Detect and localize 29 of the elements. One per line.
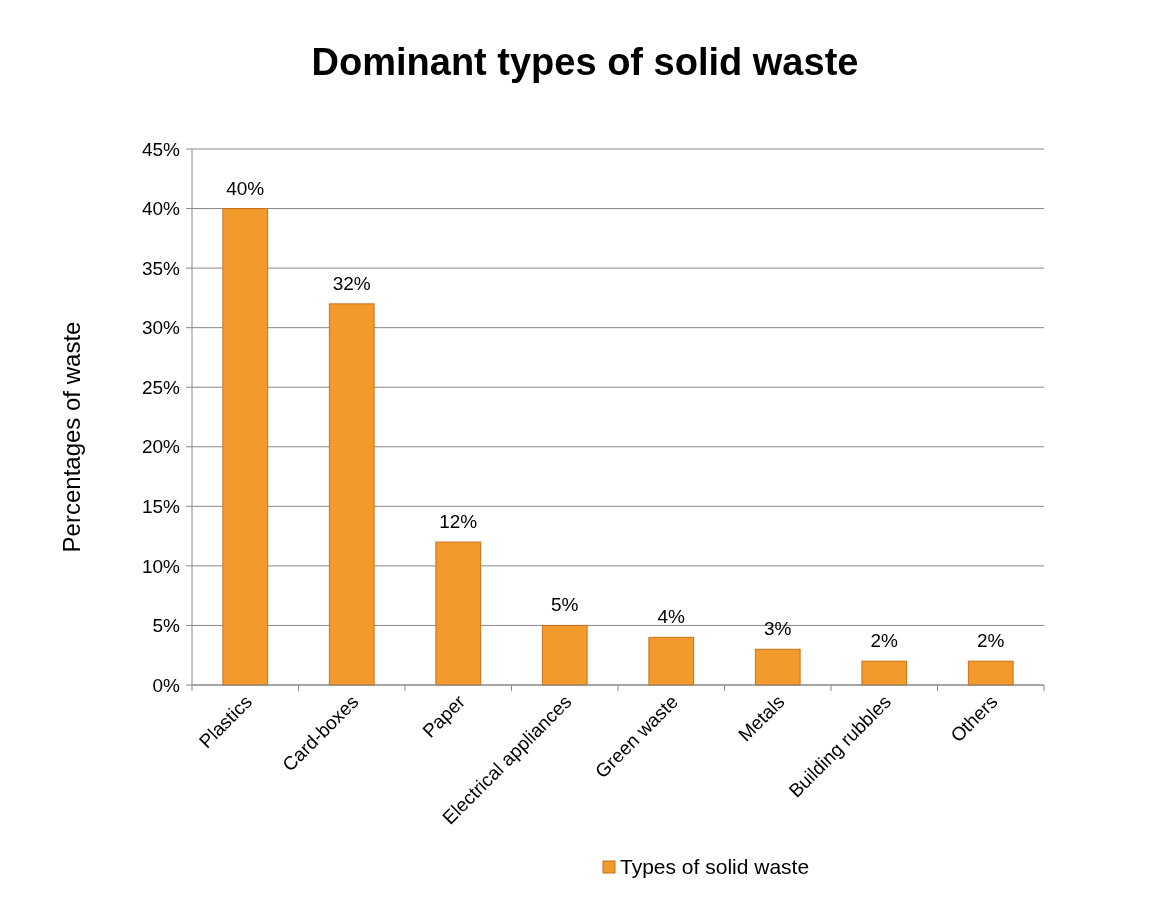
y-tick-label: 25%: [141, 376, 181, 398]
data-label: 2%: [870, 630, 899, 652]
chart-title: Dominant types of solid waste: [311, 41, 859, 83]
y-tick-label: 10%: [141, 555, 181, 577]
bar: [648, 636, 695, 686]
bar: [754, 648, 801, 686]
data-label: 3%: [764, 618, 792, 640]
bar: [222, 208, 269, 686]
y-tick-label: 5%: [152, 615, 181, 637]
data-label: 2%: [977, 630, 1005, 652]
bar: [328, 303, 375, 686]
bar: [541, 624, 588, 686]
data-label: 32%: [332, 272, 371, 294]
data-label: 5%: [551, 594, 579, 616]
y-tick-label: 0%: [152, 674, 181, 696]
y-tick-label: 15%: [141, 495, 181, 517]
legend-label: Types of solid waste: [620, 855, 810, 879]
data-label: 4%: [657, 606, 686, 628]
y-tick-label: 20%: [141, 436, 181, 458]
data-label: 12%: [439, 511, 478, 533]
bar: [435, 541, 482, 686]
y-tick-label: 45%: [141, 138, 181, 160]
y-tick-label: 35%: [141, 257, 181, 279]
bar: [861, 660, 908, 686]
y-axis-title: Percentages of waste: [58, 321, 85, 553]
data-label: 40%: [226, 177, 265, 199]
y-tick-label: 40%: [141, 198, 181, 220]
bar: [967, 660, 1014, 686]
y-tick-label: 30%: [141, 317, 181, 339]
